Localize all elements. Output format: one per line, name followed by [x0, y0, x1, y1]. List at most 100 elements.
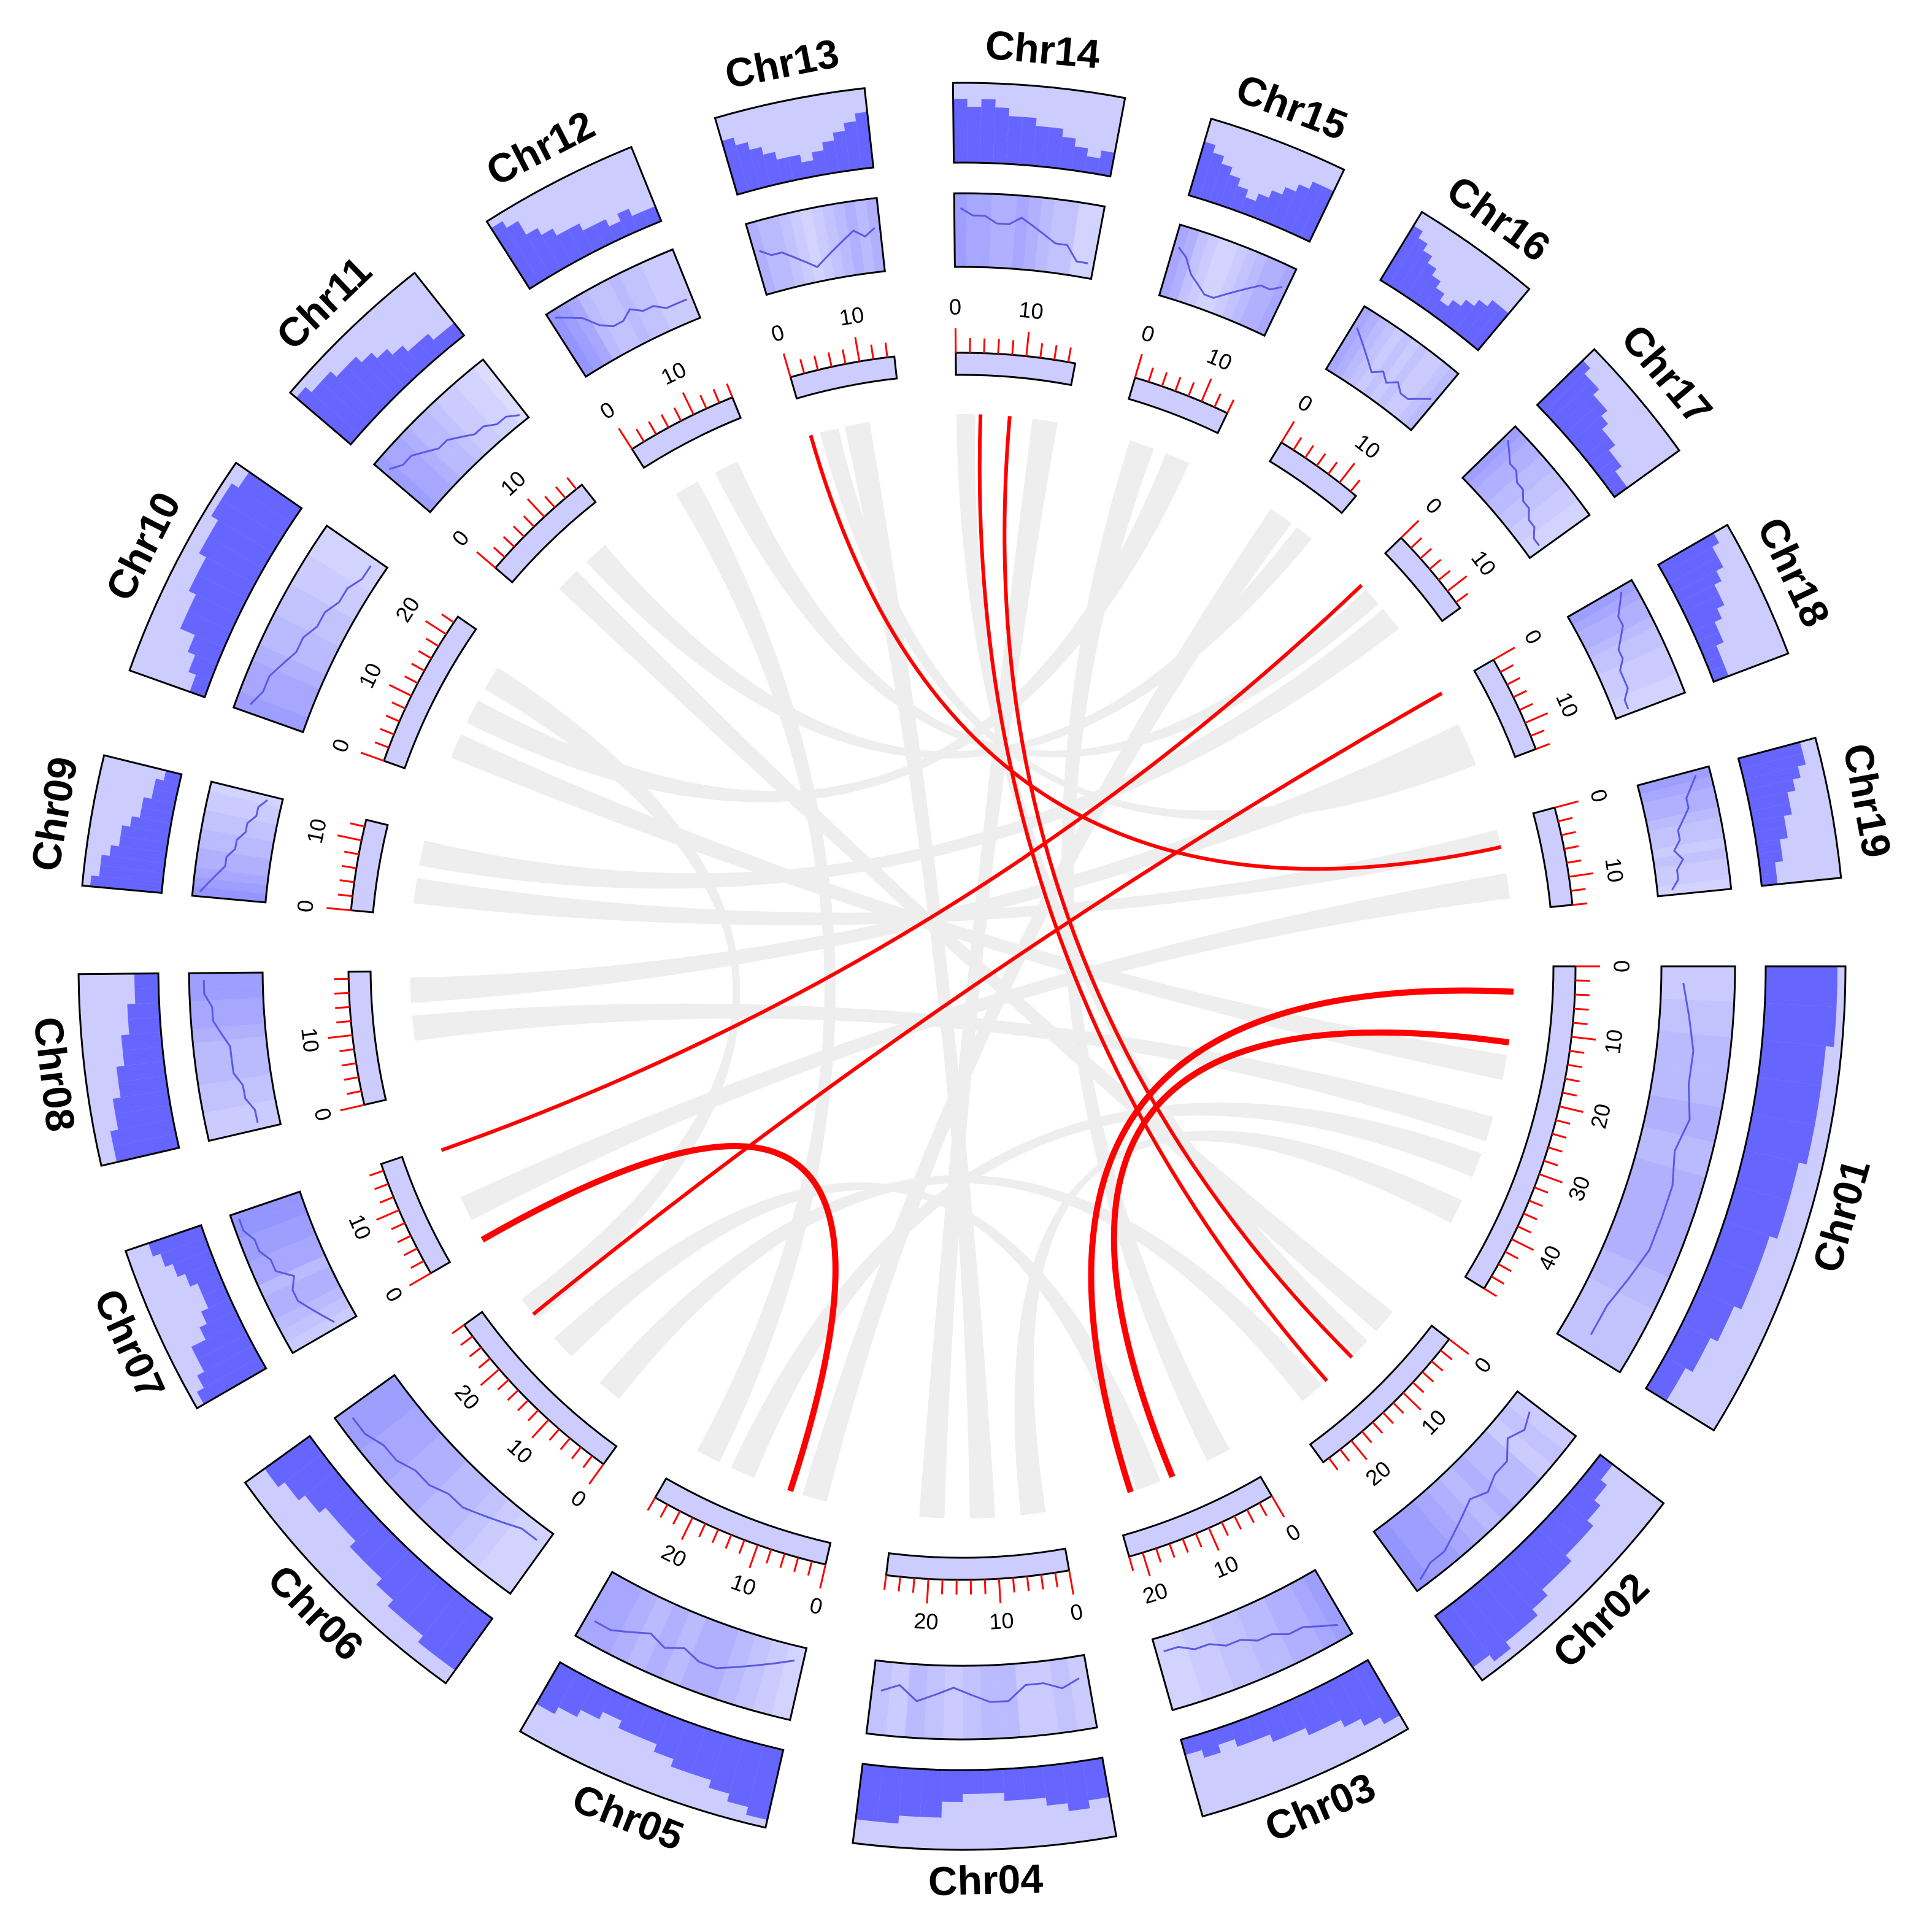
heat-track-bg: [374, 360, 529, 512]
density-bar: [1307, 1684, 1341, 1728]
heat-cell: [1462, 426, 1522, 485]
highlight-link: [809, 434, 1502, 871]
density-bar: [188, 594, 239, 632]
minor-tick: [341, 1062, 356, 1067]
heat-cell: [575, 1572, 628, 1645]
heat-cell: [1400, 1500, 1461, 1569]
density-bar: [199, 536, 264, 584]
density-bar: [1019, 117, 1037, 166]
minor-tick: [1174, 377, 1182, 391]
heat-cell: [1045, 199, 1068, 274]
minor-tick: [765, 1549, 772, 1564]
density-bar: [1209, 163, 1233, 206]
heat-cell: [1377, 344, 1428, 409]
major-tick: [326, 907, 352, 912]
minor-tick: [1498, 1263, 1512, 1272]
heat-cell: [269, 1276, 341, 1320]
density-bar: [1071, 146, 1088, 172]
tick-label: 20: [913, 1608, 939, 1634]
heat-line: [352, 1417, 538, 1541]
minor-tick: [369, 1169, 384, 1177]
density-bar: [153, 779, 180, 794]
heat-line: [1356, 327, 1431, 400]
ideogram: [350, 818, 389, 914]
link-ribbon: [715, 461, 1379, 758]
heat-cell: [1652, 837, 1726, 860]
density-bar: [618, 1699, 650, 1737]
density-bar: [967, 107, 982, 163]
link-ribbon: [599, 1175, 1322, 1401]
tick-label: 20: [658, 1539, 691, 1572]
density-bar: [201, 1298, 236, 1324]
heat-track-bg: [866, 1655, 1098, 1739]
density-bar: [191, 1322, 247, 1360]
density-bar: [1645, 1356, 1686, 1401]
heat-cell: [1525, 507, 1590, 558]
minor-tick: [452, 1324, 465, 1334]
minor-tick: [1226, 399, 1235, 414]
minor-tick: [337, 893, 353, 898]
minor-tick: [1429, 558, 1442, 570]
minor-tick: [726, 383, 734, 398]
minor-tick: [673, 407, 682, 421]
density-bar: [1693, 622, 1720, 642]
minor-tick: [1304, 445, 1315, 458]
heat-cell: [1387, 1511, 1447, 1580]
major-tick: [1449, 1338, 1469, 1355]
minor-tick: [344, 850, 360, 855]
density-bar: [1550, 1499, 1593, 1541]
minor-tick: [1339, 1449, 1350, 1462]
heat-cell: [1263, 1591, 1310, 1665]
density-track-frame: [1187, 117, 1345, 243]
heat-cell: [230, 1191, 304, 1228]
heat-line: [1671, 774, 1697, 891]
major-tick: [680, 1517, 694, 1541]
tick-label: 10: [837, 302, 866, 331]
density-bar: [118, 1076, 168, 1098]
minor-tick: [712, 388, 720, 404]
heat-track-frame: [1636, 765, 1733, 898]
minor-tick: [1011, 340, 1015, 355]
heat-cell: [1166, 1630, 1204, 1706]
density-track-frame: [1657, 523, 1790, 683]
heat-cell: [629, 263, 671, 336]
heat-cell: [1023, 196, 1042, 271]
density-bar: [1388, 237, 1428, 291]
density-bar: [920, 1769, 943, 1818]
heat-cell: [640, 258, 681, 331]
major-tick: [526, 498, 545, 518]
density-bar: [855, 1763, 883, 1822]
density-track-frame: [1179, 1658, 1410, 1818]
heat-line: [1163, 1623, 1338, 1653]
minor-tick: [425, 637, 439, 647]
ideogram: [382, 615, 477, 770]
minor-tick: [1572, 1022, 1588, 1025]
density-track-frame: [244, 1434, 494, 1685]
heat-cell: [360, 1405, 429, 1468]
heat-cell: [1557, 1306, 1638, 1372]
minor-tick: [1040, 1574, 1044, 1590]
minor-tick: [1246, 1509, 1255, 1523]
heat-cell: [1221, 248, 1259, 321]
heat-track-bg: [1568, 580, 1685, 719]
density-bar: [1188, 141, 1216, 199]
density-bar: [1576, 1469, 1607, 1501]
link-ribbon: [731, 1103, 1482, 1478]
minor-tick: [997, 339, 1000, 354]
minor-tick: [1499, 664, 1514, 673]
density-bar: [350, 1519, 394, 1563]
minor-tick: [1561, 831, 1576, 836]
heat-cell: [752, 1639, 790, 1716]
ideogram: [955, 352, 1077, 387]
minor-tick: [699, 394, 707, 409]
density-bar: [963, 1769, 983, 1794]
density-bar: [1746, 779, 1796, 801]
heat-cell: [205, 800, 279, 825]
density-bar: [1564, 402, 1607, 442]
heat-track-bg: [745, 198, 885, 295]
density-bar: [296, 387, 360, 445]
heat-cell: [200, 1087, 275, 1114]
heat-cell: [1067, 1655, 1098, 1731]
minor-tick: [1530, 729, 1545, 737]
